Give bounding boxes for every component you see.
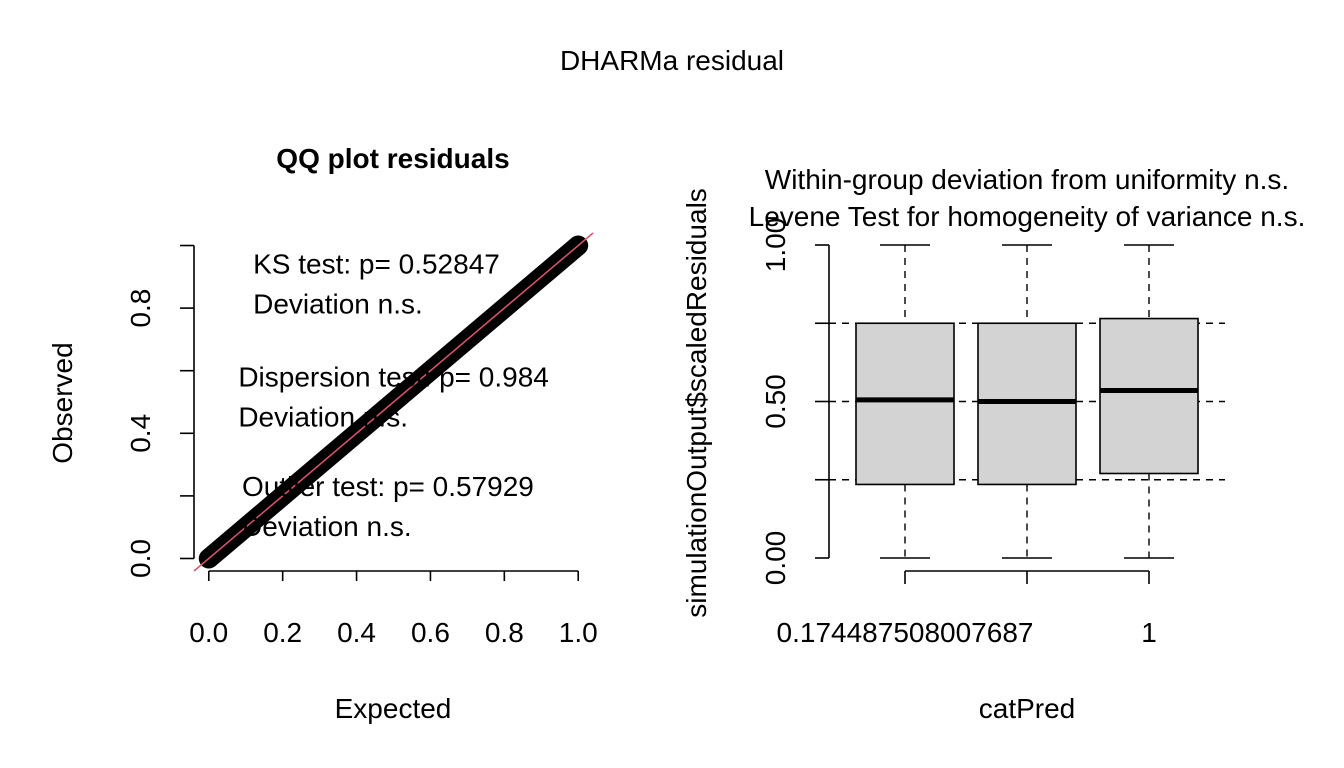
qq-annotation-line: Deviation n.s.: [242, 511, 412, 542]
boxplot-y-tick-label: 1.00: [760, 218, 791, 273]
page-title: DHARMa residual: [560, 45, 784, 76]
boxplot-x-tick-label: 1: [1141, 617, 1157, 648]
boxplot-title-line-2: Levene Test for homogeneity of variance …: [749, 201, 1306, 232]
boxplot-axes: 0.00 0.50 1.00 0.174487508007687 1: [760, 218, 1157, 648]
boxplot-y-tick-label: 0.50: [760, 374, 791, 429]
qq-annotation-line: Deviation n.s.: [238, 401, 408, 432]
qq-x-tick-label: 0.0: [189, 617, 228, 648]
boxplot-x-tick-label: 0.174487508007687: [777, 617, 1034, 648]
qq-x-tick-label: 0.2: [263, 617, 302, 648]
qq-axes: 0.0 0.2 0.4 0.6 0.8 1.0 0.0 0.4 0.8: [125, 244, 598, 648]
qq-reference-line: [193, 232, 594, 572]
qq-plot-panel: QQ plot residuals 0.0 0.2 0.4 0.6 0.8 1.00.00…: [47, 143, 598, 724]
boxplot-box-group: [855, 244, 955, 559]
qq-reference-line-segment: [193, 232, 594, 572]
qq-x-tick-label: 0.8: [485, 617, 524, 648]
qq-annotations: KS test: p= 0.52847 Deviation n.s. Dispers…: [238, 249, 549, 542]
boxplot-xlabel: catPred: [979, 693, 1076, 724]
boxplot-panel: Within-group deviation from uniformity n…: [681, 164, 1305, 724]
boxplot-box-group: [1099, 244, 1199, 559]
boxplot-box: [1099, 317, 1199, 475]
boxplot-box-group: [977, 244, 1077, 559]
qq-xlabel: Expected: [335, 693, 452, 724]
qq-annotation-line: KS test: p= 0.52847: [253, 249, 500, 280]
qq-annotation-line: Outlier test: p= 0.57929: [242, 471, 534, 502]
qq-plot-title: QQ plot residuals: [276, 143, 509, 174]
qq-y-tick-label: 0.8: [125, 289, 156, 328]
qq-annotation-line: Dispersion test: p= 0.984: [238, 361, 549, 392]
qq-y-tick-label: 0.0: [125, 539, 156, 578]
qq-x-tick-label: 1.0: [559, 617, 598, 648]
qq-ylabel: Observed: [47, 342, 78, 463]
boxplot-y-tick-label: 0.00: [760, 531, 791, 586]
boxplot-title-line-1: Within-group deviation from uniformity n…: [765, 164, 1289, 195]
qq-y-tick-label: 0.4: [125, 414, 156, 453]
boxplot-boxes: [855, 244, 1199, 559]
qq-x-tick-label: 0.6: [411, 617, 450, 648]
qq-x-tick-label: 0.4: [337, 617, 376, 648]
boxplot-ylabel: simulationOutput$scaledResiduals: [681, 188, 712, 618]
boxplot-box: [855, 322, 955, 486]
qq-annotation-line: Deviation n.s.: [253, 289, 423, 320]
